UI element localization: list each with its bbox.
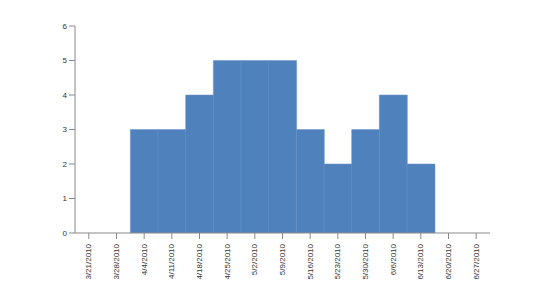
svg-text:4/11/2010: 4/11/2010 <box>167 243 176 279</box>
svg-text:6: 6 <box>63 22 68 31</box>
svg-text:4/4/2010: 4/4/2010 <box>140 243 149 275</box>
svg-text:5/2/2010: 5/2/2010 <box>250 243 259 275</box>
svg-text:6/6/2010: 6/6/2010 <box>389 243 398 275</box>
svg-text:2: 2 <box>63 160 68 169</box>
svg-text:6/20/2010: 6/20/2010 <box>444 243 453 279</box>
svg-text:0: 0 <box>63 229 68 238</box>
svg-text:4/18/2010: 4/18/2010 <box>195 243 204 279</box>
svg-text:1: 1 <box>63 194 68 203</box>
svg-text:6/27/2010: 6/27/2010 <box>472 243 481 279</box>
svg-text:3: 3 <box>63 125 68 134</box>
svg-text:5: 5 <box>63 56 68 65</box>
svg-text:3/21/2010: 3/21/2010 <box>84 243 93 279</box>
svg-text:5/23/2010: 5/23/2010 <box>333 243 342 279</box>
svg-text:6/13/2010: 6/13/2010 <box>416 243 425 279</box>
svg-text:5/30/2010: 5/30/2010 <box>361 243 370 279</box>
svg-text:5/16/2010: 5/16/2010 <box>306 243 315 279</box>
svg-text:5/9/2010: 5/9/2010 <box>278 243 287 275</box>
svg-text:4: 4 <box>63 91 68 100</box>
svg-text:3/28/2010: 3/28/2010 <box>112 243 121 279</box>
svg-text:4/25/2010: 4/25/2010 <box>223 243 232 279</box>
